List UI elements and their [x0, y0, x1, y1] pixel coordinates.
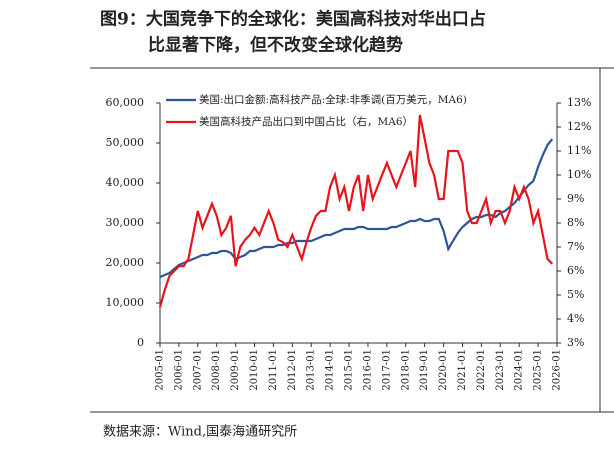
series-line [159, 138, 554, 279]
x-tick-label: 2020-01 [438, 349, 449, 391]
x-tick-label: 2008-01 [211, 349, 222, 391]
x-tick-label: 2024-01 [514, 349, 525, 391]
y2-tick-label: 6% [567, 264, 584, 277]
y2-tick-label: 12% [567, 120, 591, 133]
y2-tick-label: 11% [567, 144, 591, 157]
series-line [158, 114, 554, 308]
y-tick-label: 60,000 [106, 96, 145, 109]
x-tick-label: 2026-01 [552, 349, 563, 391]
y2-tick-label: 9% [567, 192, 584, 205]
x-tick-label: 2019-01 [419, 349, 430, 391]
y2-tick-label: 4% [567, 312, 584, 325]
chart-title: 比显著下降，但不改变全球化趋势 [148, 35, 403, 56]
chart-title: 图9：大国竞争下的全球化：美国高科技对华出口占 [100, 9, 486, 30]
x-tick-label: 2016-01 [362, 349, 373, 391]
y-tick-label: 20,000 [106, 256, 145, 269]
x-tick-label: 2014-01 [325, 349, 336, 391]
x-tick-label: 2006-01 [173, 349, 184, 391]
legend-label: 美国:出口金额:高科技产品:全球:非季调(百万美元，MA6) [199, 93, 467, 106]
y-tick-label: 40,000 [106, 176, 145, 189]
y2-tick-label: 10% [567, 168, 591, 181]
x-tick-label: 2013-01 [306, 349, 317, 391]
y2-tick-label: 5% [567, 288, 584, 301]
y2-tick-label: 3% [567, 336, 584, 349]
x-tick-label: 2010-01 [249, 349, 260, 391]
x-tick-label: 2015-01 [344, 349, 355, 391]
x-tick-label: 2009-01 [230, 349, 241, 391]
x-tick-label: 2018-01 [400, 349, 411, 391]
x-tick-label: 2011-01 [268, 349, 279, 391]
source: 数据来源：Wind,国泰海通研究所 [103, 425, 297, 440]
x-tick-label: 2017-01 [381, 349, 392, 391]
x-tick-label: 2005-01 [155, 349, 166, 391]
y2-tick-label: 13% [567, 96, 591, 109]
x-tick-label: 2025-01 [533, 349, 544, 391]
x-tick-label: 2023-01 [495, 349, 506, 391]
legend-label: 美国高科技产品出口到中国占比（右，MA6） [199, 115, 413, 128]
x-tick-label: 2012-01 [287, 349, 298, 391]
y-tick-label: 10,000 [106, 296, 145, 309]
x-tick-label: 2021-01 [457, 349, 468, 391]
y2-tick-label: 7% [567, 240, 584, 253]
x-tick-label: 2022-01 [476, 349, 487, 391]
y-tick-label: 30,000 [106, 216, 145, 229]
y2-tick-label: 8% [567, 216, 584, 229]
y-tick-label: 0 [137, 336, 144, 349]
x-tick-label: 2007-01 [192, 349, 203, 391]
y-tick-label: 50,000 [106, 136, 145, 149]
